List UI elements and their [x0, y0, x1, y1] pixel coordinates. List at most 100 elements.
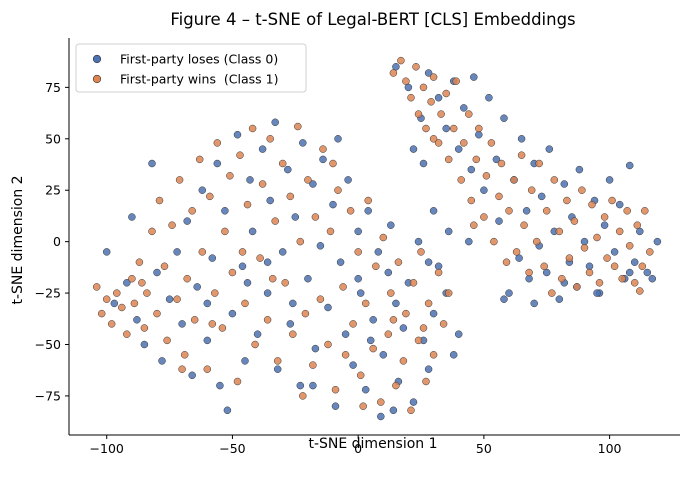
point-class-1: [148, 227, 156, 236]
point-class-0: [442, 124, 450, 133]
point-class-0: [409, 398, 418, 406]
point-class-1: [183, 274, 191, 283]
point-class-1: [238, 248, 247, 256]
point-class-1: [140, 324, 149, 332]
point-class-1: [555, 227, 564, 236]
point-class-0: [241, 357, 249, 365]
point-class-1: [138, 279, 146, 287]
point-class-0: [233, 130, 242, 139]
point-class-0: [258, 145, 267, 153]
y-tick-label: 0: [53, 234, 61, 249]
x-tick-label: 0: [354, 441, 362, 456]
point-class-1: [417, 248, 425, 256]
point-class-1: [271, 217, 279, 225]
point-class-1: [636, 287, 644, 295]
point-class-1: [487, 139, 496, 147]
point-class-0: [102, 248, 111, 256]
point-class-1: [444, 155, 453, 164]
point-class-0: [485, 93, 493, 102]
point-class-1: [419, 83, 428, 92]
point-class-1: [434, 268, 443, 277]
point-class-1: [394, 258, 403, 266]
point-class-0: [414, 237, 423, 246]
point-class-0: [480, 186, 488, 194]
point-class-1: [107, 320, 116, 328]
point-class-1: [364, 196, 372, 205]
point-class-0: [460, 104, 468, 112]
point-class-1: [233, 377, 242, 386]
legend-label-class-1: First-party wins (Class 1): [120, 72, 278, 87]
point-class-0: [369, 316, 377, 324]
point-class-1: [175, 176, 184, 184]
point-class-1: [610, 262, 619, 271]
point-class-0: [429, 207, 438, 215]
point-class-1: [377, 398, 385, 406]
point-class-0: [133, 316, 141, 324]
point-class-1: [392, 381, 400, 390]
point-class-1: [329, 159, 337, 168]
point-class-0: [319, 155, 327, 164]
point-class-0: [354, 274, 362, 283]
point-class-1: [389, 316, 398, 324]
point-class-1: [460, 139, 468, 147]
point-class-1: [248, 124, 257, 133]
point-class-0: [128, 213, 136, 221]
point-class-0: [636, 227, 644, 236]
point-class-1: [180, 351, 189, 359]
point-class-1: [444, 289, 453, 297]
point-class-1: [311, 213, 320, 221]
point-class-0: [311, 344, 320, 353]
point-class-1: [286, 192, 295, 201]
point-class-1: [296, 237, 305, 246]
point-class-1: [427, 98, 435, 106]
point-class-0: [500, 114, 508, 122]
point-class-0: [354, 227, 362, 236]
point-class-1: [130, 299, 139, 308]
point-class-0: [271, 118, 279, 127]
point-class-0: [560, 180, 569, 188]
point-class-1: [512, 248, 521, 256]
point-class-1: [334, 186, 342, 194]
point-class-1: [379, 233, 388, 242]
point-class-1: [369, 344, 377, 353]
point-class-1: [603, 254, 611, 262]
point-class-1: [565, 254, 574, 262]
point-class-0: [243, 279, 252, 287]
point-class-1: [630, 279, 639, 287]
point-class-1: [470, 221, 478, 229]
point-class-1: [153, 309, 161, 318]
point-class-1: [434, 139, 443, 147]
x-tick-label: 100: [598, 441, 622, 456]
point-class-0: [522, 207, 531, 215]
point-class-0: [515, 254, 523, 262]
point-class-1: [203, 365, 212, 373]
point-class-0: [537, 192, 546, 201]
point-class-0: [291, 213, 300, 221]
point-class-0: [399, 324, 408, 332]
point-class-0: [188, 371, 196, 380]
point-class-0: [424, 365, 433, 373]
point-class-1: [113, 289, 121, 297]
axes: −100 −50 0 50 100 −75 −50 −25 0 25 50 75: [35, 38, 680, 456]
point-class-1: [188, 207, 196, 215]
point-class-1: [387, 289, 395, 297]
point-class-1: [502, 258, 511, 266]
legend: First-party loses (Class 0) First-party …: [75, 43, 307, 93]
point-class-1: [354, 248, 362, 256]
chart-title: Figure 4 – t-SNE of Legal-BERT [CLS] Emb…: [170, 10, 575, 29]
legend-marker-class-1: [92, 74, 102, 84]
point-class-0: [361, 385, 370, 394]
point-class-1: [228, 268, 237, 277]
point-class-0: [648, 274, 657, 283]
point-class-0: [392, 299, 400, 308]
point-class-1: [198, 248, 207, 256]
point-class-1: [467, 196, 476, 205]
point-class-0: [500, 295, 508, 303]
point-class-1: [372, 262, 380, 271]
point-class-1: [160, 262, 169, 271]
y-tick-label: −25: [35, 286, 61, 301]
point-class-1: [593, 233, 601, 242]
point-class-0: [610, 248, 619, 256]
point-class-1: [578, 186, 586, 194]
